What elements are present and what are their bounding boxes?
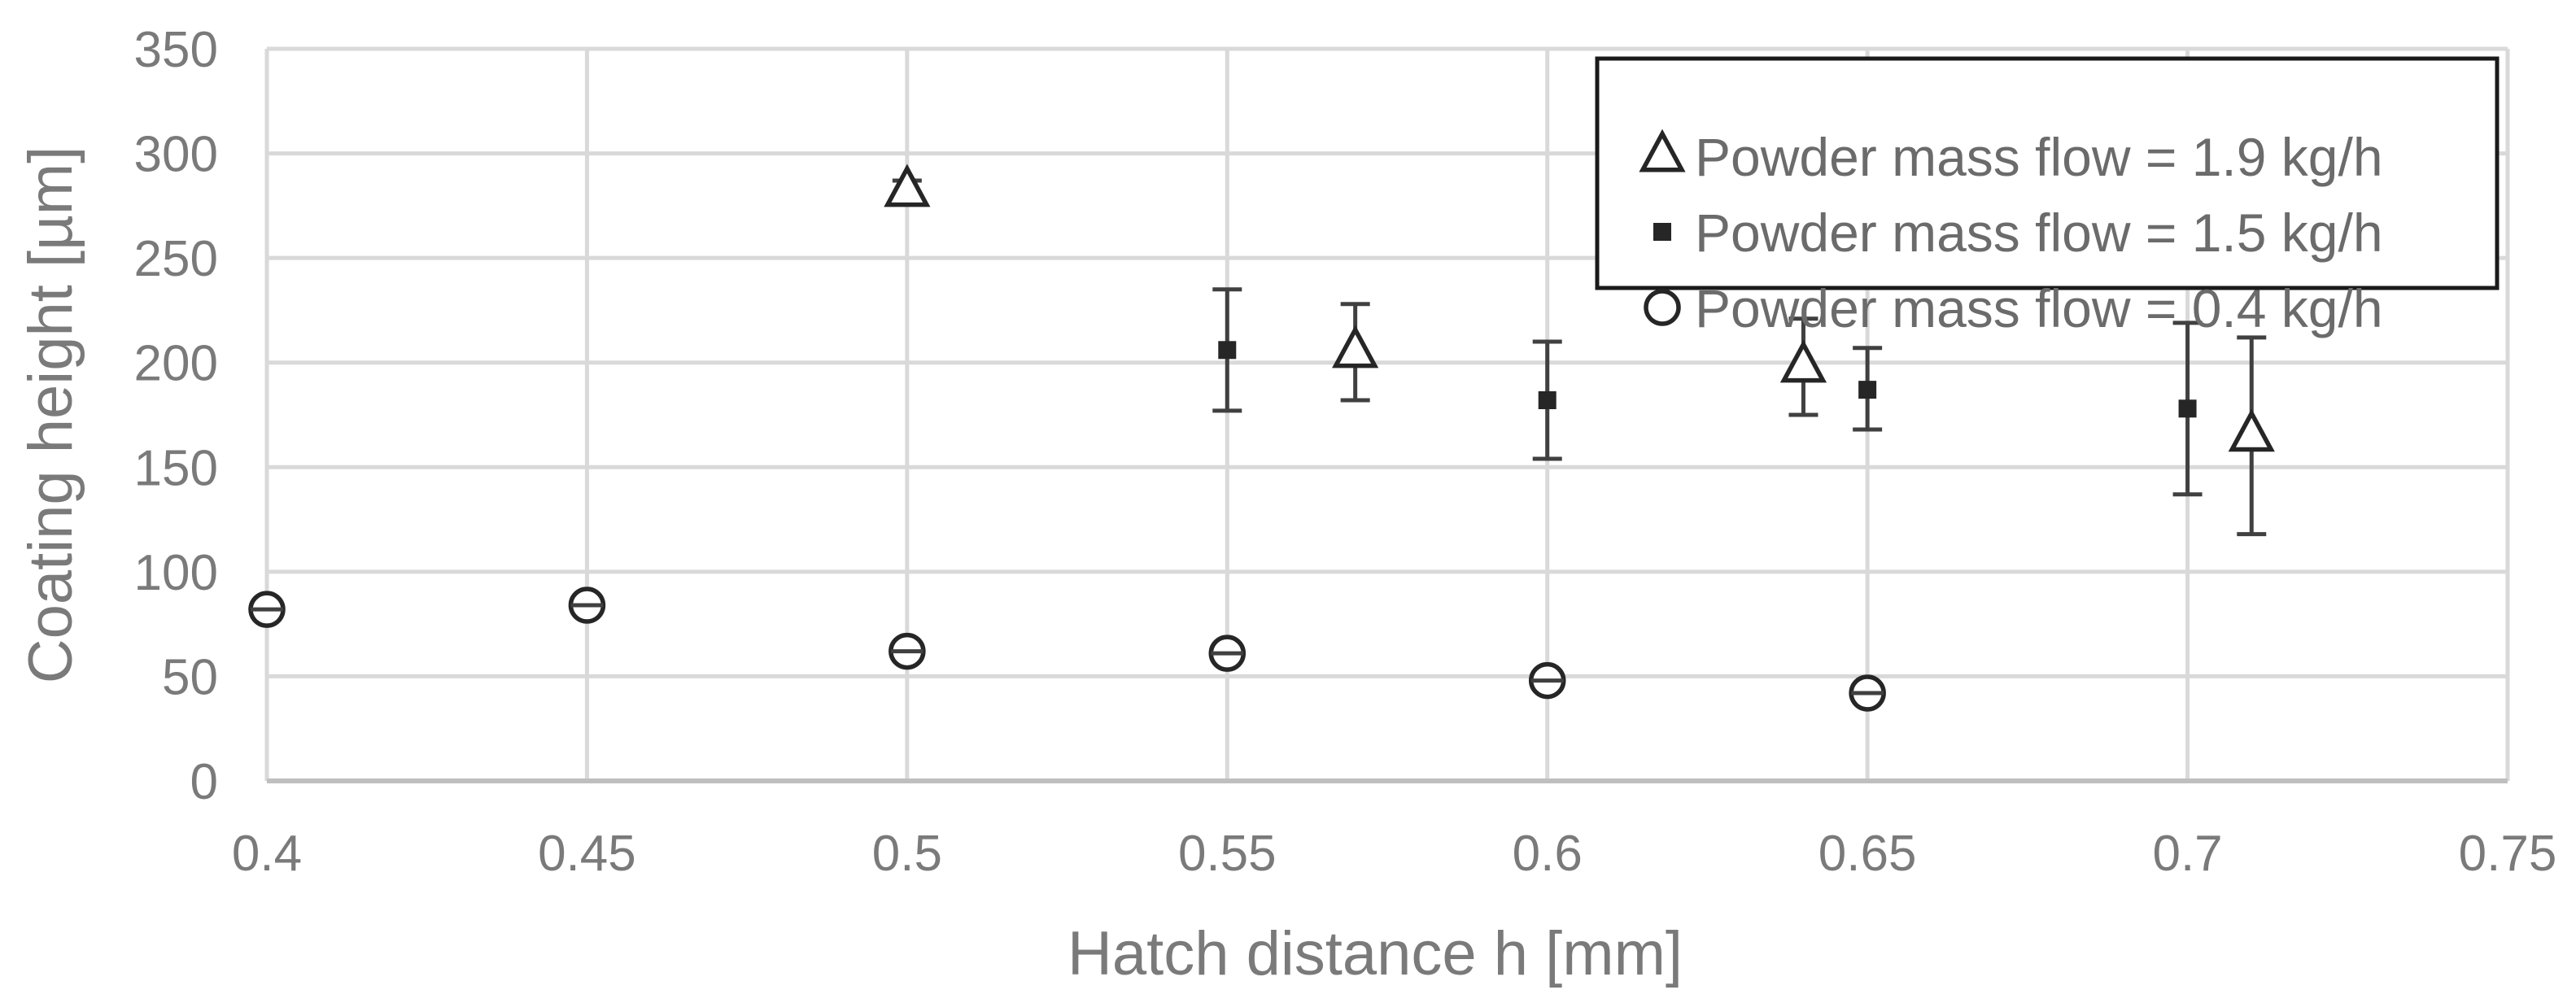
x-tick-label: 0.75: [2459, 826, 2557, 882]
legend-circle-icon: [1644, 289, 1681, 326]
data-markers: [248, 164, 2275, 712]
y-tick-label: 300: [134, 127, 218, 183]
legend-box: [1595, 56, 2500, 290]
triangle-data-point: [2228, 408, 2275, 452]
y-tick-label: 150: [134, 440, 218, 496]
triangle-data-point: [1332, 325, 1379, 368]
triangle-data-point: [1779, 339, 1827, 383]
square-data-point: [2178, 399, 2197, 418]
y-tick-label: 100: [134, 545, 218, 601]
triangle-data-point: [884, 164, 931, 207]
x-tick-label: 0.4: [232, 826, 302, 882]
square-data-point: [1538, 391, 1557, 409]
x-tick-label: 0.7: [2152, 826, 2222, 882]
legend-triangle-icon: [1639, 129, 1686, 172]
x-axis-title: Hatch distance h [mm]: [1068, 919, 1683, 988]
legend-entry-label: Powder mass flow = 0.4 kg/h: [1695, 278, 2383, 338]
x-tick-label: 0.5: [872, 826, 942, 882]
x-tick-label: 0.55: [1178, 826, 1277, 882]
legend-entry-label: Powder mass flow = 1.5 kg/h: [1695, 203, 2383, 263]
y-axis-title: Coating height [µm]: [16, 146, 85, 684]
tick-labels: 0 50 100 150 200 250 300 350 0.4 0.45 0.5 0.55 0.6 0.…: [134, 22, 2557, 882]
x-tick-label: 0.65: [1818, 826, 1917, 882]
y-tick-label: 50: [162, 649, 218, 705]
y-tick-label: 350: [134, 22, 218, 78]
y-tick-label: 200: [134, 336, 218, 392]
legend: Powder mass flow = 1.9 kg/h Powder mass f…: [1595, 56, 2500, 338]
x-tick-label: 0.45: [538, 826, 636, 882]
x-tick-label: 0.6: [1513, 826, 1583, 882]
legend-square-icon: [1653, 223, 1671, 241]
legend-entry-label: Powder mass flow = 1.9 kg/h: [1695, 127, 2383, 187]
square-data-point: [1858, 381, 1877, 399]
square-data-point: [1218, 341, 1237, 360]
y-tick-label: 0: [190, 754, 218, 810]
y-tick-label: 250: [134, 231, 218, 287]
